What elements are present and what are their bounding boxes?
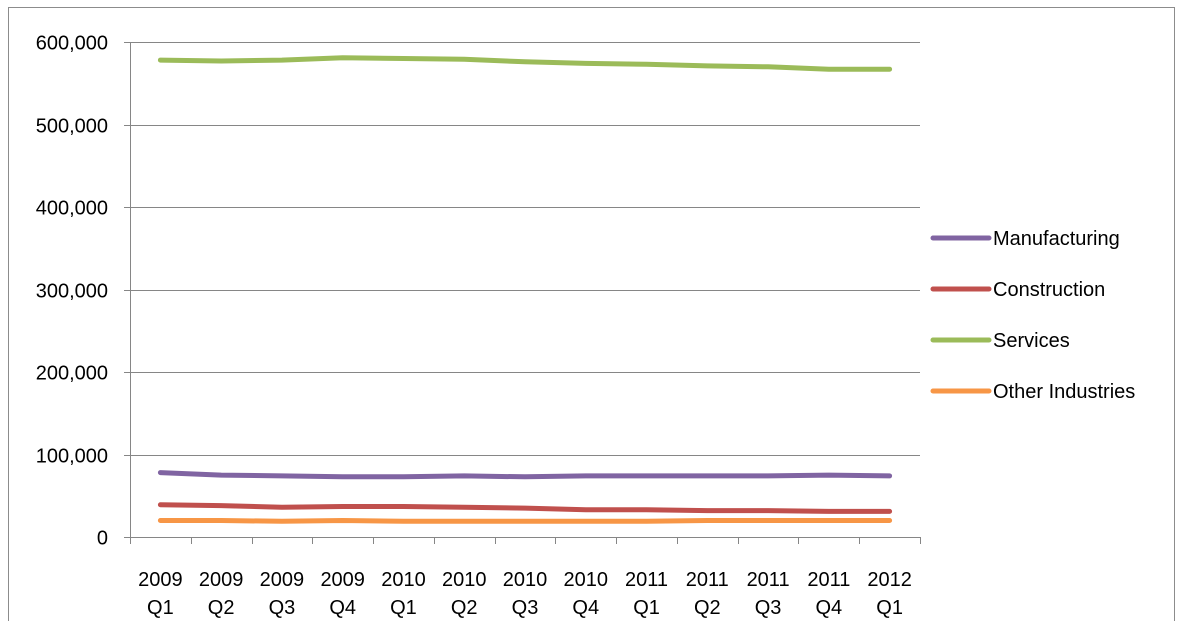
x-tick-label-quarter: Q3 xyxy=(512,597,539,619)
x-tick-label-quarter: Q2 xyxy=(451,597,478,619)
gridlines xyxy=(130,42,920,456)
legend-label: Services xyxy=(993,330,1070,352)
x-tick-label-quarter: Q1 xyxy=(390,597,417,619)
y-tick-label: 300,000 xyxy=(36,281,108,303)
series-line-other-industries xyxy=(157,518,893,524)
legend-label: Construction xyxy=(993,279,1105,301)
y-tick-label: 0 xyxy=(97,528,108,550)
x-tick-label-quarter: Q3 xyxy=(269,597,296,619)
chart-frame xyxy=(8,7,1175,621)
legend: Manufacturing Construction Services Other I… xyxy=(930,228,1135,403)
x-tick-label-year: 2009 xyxy=(260,569,305,591)
y-tick-label: 200,000 xyxy=(36,363,108,385)
x-axis-tick-labels: 2009 Q1 2009 Q2 2009 Q3 2009 Q4 2010 Q1 2010 Q2 2010… xyxy=(138,569,912,619)
legend-label: Other Industries xyxy=(993,381,1135,403)
y-tick-label: 600,000 xyxy=(36,33,108,55)
series-lines xyxy=(157,55,893,524)
x-tick-label-year: 2011 xyxy=(807,569,850,591)
axes xyxy=(124,42,921,544)
x-tick-label-quarter: Q1 xyxy=(633,597,660,619)
x-tick-label-year: 2011 xyxy=(625,569,668,591)
x-tick-label-quarter: Q2 xyxy=(208,597,235,619)
x-tick-label-year: 2009 xyxy=(138,569,183,591)
series-line-manufacturing xyxy=(157,470,893,480)
x-tick-label-year: 2010 xyxy=(442,569,487,591)
x-tick-label-year: 2010 xyxy=(564,569,609,591)
series-line-construction xyxy=(157,502,893,514)
y-tick-label: 400,000 xyxy=(36,198,108,220)
x-tick-label-year: 2010 xyxy=(381,569,426,591)
x-tick-label-year: 2010 xyxy=(503,569,548,591)
x-tick-label-quarter: Q2 xyxy=(694,597,721,619)
x-tick-label-quarter: Q4 xyxy=(572,597,599,619)
x-tick-label-year: 2011 xyxy=(747,569,790,591)
y-axis-tick-labels: 0 100,000 200,000 300,000 400,000 500,000 600,… xyxy=(36,33,108,550)
x-tick-label-quarter: Q4 xyxy=(329,597,356,619)
legend-label: Manufacturing xyxy=(993,228,1120,250)
y-tick-label: 100,000 xyxy=(36,446,108,468)
x-tick-label-year: 2011 xyxy=(686,569,729,591)
x-tick-label-quarter: Q3 xyxy=(755,597,782,619)
x-tick-label-year: 2012 xyxy=(867,569,912,591)
x-tick-label-year: 2009 xyxy=(320,569,365,591)
y-tick-label: 500,000 xyxy=(36,116,108,138)
x-tick-label-quarter: Q1 xyxy=(147,597,174,619)
x-tick-label-quarter: Q4 xyxy=(816,597,843,619)
series-line-services xyxy=(157,55,893,72)
x-tick-label-year: 2009 xyxy=(199,569,244,591)
x-tick-label-quarter: Q1 xyxy=(876,597,903,619)
